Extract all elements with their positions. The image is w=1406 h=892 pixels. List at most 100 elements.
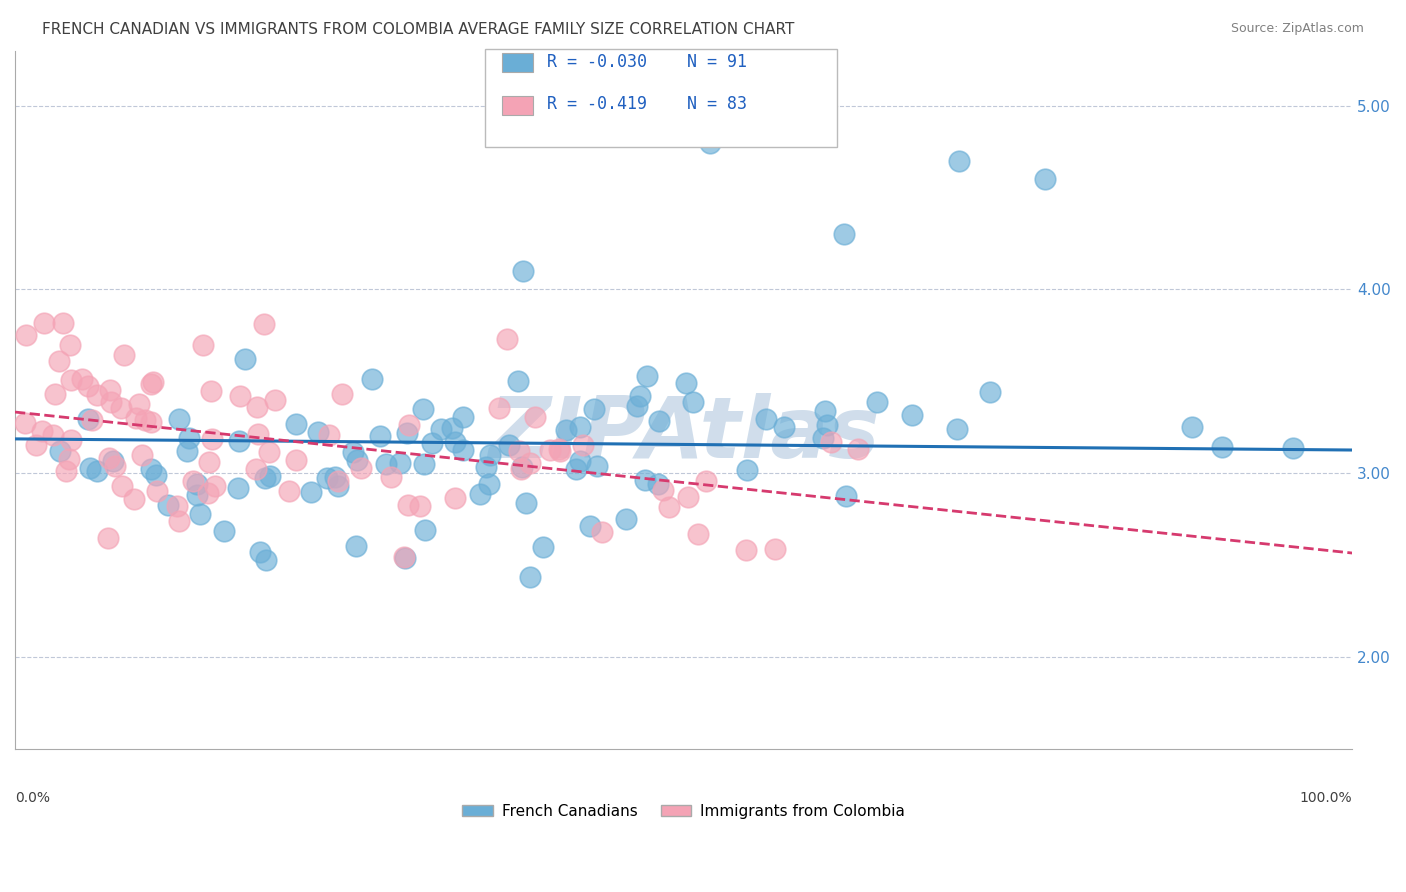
French Canadians bbox=[49, 444, 72, 458]
Immigrants from Colombia bbox=[246, 401, 269, 415]
French Canadians bbox=[866, 394, 889, 409]
French Canadians bbox=[682, 394, 704, 409]
Immigrants from Colombia bbox=[31, 424, 53, 438]
French Canadians bbox=[156, 499, 179, 513]
French Canadians bbox=[946, 421, 969, 435]
Immigrants from Colombia bbox=[380, 469, 402, 483]
Immigrants from Colombia bbox=[278, 483, 301, 498]
Immigrants from Colombia bbox=[330, 387, 353, 401]
French Canadians bbox=[1211, 440, 1233, 454]
French Canadians bbox=[579, 519, 602, 533]
Text: R = -0.419    N = 83: R = -0.419 N = 83 bbox=[547, 95, 747, 113]
Immigrants from Colombia bbox=[193, 338, 215, 352]
French Canadians bbox=[773, 420, 796, 434]
French Canadians bbox=[249, 545, 271, 559]
Immigrants from Colombia bbox=[112, 348, 135, 362]
French Canadians bbox=[413, 458, 436, 472]
French Canadians bbox=[79, 461, 101, 475]
French Canadians bbox=[634, 473, 657, 487]
Immigrants from Colombia bbox=[326, 474, 349, 488]
French Canadians bbox=[815, 417, 838, 432]
French Canadians bbox=[470, 487, 492, 501]
Immigrants from Colombia bbox=[14, 416, 37, 430]
Immigrants from Colombia bbox=[820, 435, 842, 450]
French Canadians bbox=[811, 431, 834, 445]
Immigrants from Colombia bbox=[443, 491, 465, 505]
French Canadians bbox=[554, 423, 576, 437]
Immigrants from Colombia bbox=[111, 479, 134, 493]
Immigrants from Colombia bbox=[15, 327, 38, 342]
Immigrants from Colombia bbox=[734, 542, 756, 557]
Immigrants from Colombia bbox=[548, 443, 571, 458]
Immigrants from Colombia bbox=[169, 514, 191, 528]
Immigrants from Colombia bbox=[519, 456, 541, 470]
French Canadians bbox=[440, 421, 463, 435]
Immigrants from Colombia bbox=[496, 332, 519, 346]
French Canadians bbox=[979, 384, 1001, 399]
French Canadians bbox=[254, 553, 277, 567]
Immigrants from Colombia bbox=[398, 418, 420, 433]
French Canadians bbox=[77, 412, 100, 426]
French Canadians bbox=[299, 485, 322, 500]
French Canadians bbox=[176, 444, 198, 458]
Immigrants from Colombia bbox=[128, 397, 150, 411]
French Canadians bbox=[395, 426, 418, 441]
Immigrants from Colombia bbox=[695, 474, 717, 488]
French Canadians bbox=[835, 489, 858, 503]
French Canadians bbox=[444, 435, 467, 450]
Immigrants from Colombia bbox=[142, 375, 165, 389]
French Canadians bbox=[420, 436, 443, 450]
Immigrants from Colombia bbox=[409, 499, 432, 513]
Immigrants from Colombia bbox=[392, 549, 415, 564]
Immigrants from Colombia bbox=[86, 387, 108, 401]
French Canadians bbox=[1281, 442, 1303, 456]
French Canadians bbox=[145, 467, 167, 482]
French Canadians bbox=[628, 389, 651, 403]
French Canadians bbox=[451, 443, 474, 458]
Immigrants from Colombia bbox=[48, 354, 70, 368]
French Canadians bbox=[568, 454, 591, 468]
French Canadians bbox=[344, 539, 367, 553]
Immigrants from Colombia bbox=[146, 484, 169, 499]
Text: Source: ZipAtlas.com: Source: ZipAtlas.com bbox=[1230, 22, 1364, 36]
Immigrants from Colombia bbox=[488, 401, 510, 415]
Immigrants from Colombia bbox=[166, 499, 188, 513]
French Canadians bbox=[346, 453, 368, 467]
Immigrants from Colombia bbox=[229, 389, 252, 403]
Immigrants from Colombia bbox=[396, 499, 419, 513]
Immigrants from Colombia bbox=[548, 442, 571, 456]
Immigrants from Colombia bbox=[98, 450, 121, 465]
French Canadians bbox=[412, 401, 434, 416]
French Canadians bbox=[478, 477, 501, 491]
French Canadians bbox=[389, 457, 412, 471]
French Canadians bbox=[475, 460, 498, 475]
French Canadians bbox=[948, 153, 970, 168]
French Canadians bbox=[519, 569, 541, 583]
French Canadians bbox=[430, 421, 453, 435]
Immigrants from Colombia bbox=[59, 337, 82, 351]
French Canadians bbox=[614, 512, 637, 526]
Immigrants from Colombia bbox=[139, 376, 162, 391]
French Canadians bbox=[582, 401, 605, 416]
French Canadians bbox=[832, 227, 855, 242]
Immigrants from Colombia bbox=[508, 444, 530, 458]
French Canadians bbox=[342, 445, 364, 459]
French Canadians bbox=[506, 374, 529, 388]
French Canadians bbox=[259, 469, 281, 483]
Immigrants from Colombia bbox=[42, 428, 65, 442]
French Canadians bbox=[1033, 172, 1056, 186]
Immigrants from Colombia bbox=[80, 413, 103, 427]
Text: 0.0%: 0.0% bbox=[15, 790, 51, 805]
French Canadians bbox=[1181, 420, 1204, 434]
French Canadians bbox=[814, 404, 837, 418]
French Canadians bbox=[169, 412, 191, 426]
French Canadians bbox=[253, 471, 276, 485]
Immigrants from Colombia bbox=[572, 437, 595, 451]
French Canadians bbox=[901, 408, 924, 422]
French Canadians bbox=[479, 448, 502, 462]
French Canadians bbox=[323, 470, 346, 484]
Immigrants from Colombia bbox=[52, 316, 75, 330]
Immigrants from Colombia bbox=[201, 432, 224, 446]
French Canadians bbox=[375, 457, 398, 471]
French Canadians bbox=[186, 476, 208, 491]
